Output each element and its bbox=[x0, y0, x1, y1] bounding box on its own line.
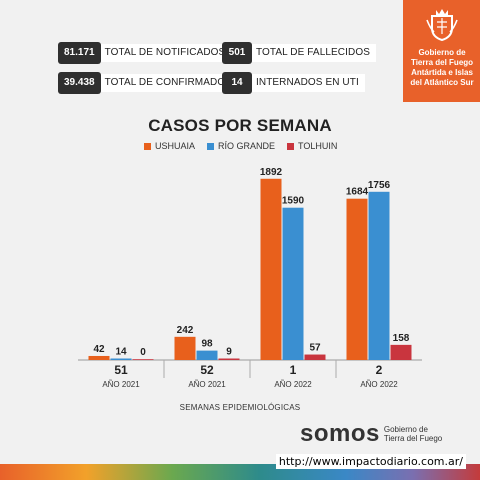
data-label: 1684 bbox=[346, 187, 369, 198]
bar bbox=[304, 354, 326, 360]
stat-label: INTERNADOS EN UTI bbox=[252, 74, 365, 92]
chart-title: CASOS POR SEMANA bbox=[148, 116, 332, 135]
x-tick-year: AÑO 2022 bbox=[360, 380, 398, 389]
stat-value: 501 bbox=[222, 42, 252, 64]
stat-uti: 14 INTERNADOS EN UTI bbox=[222, 72, 365, 94]
bar bbox=[282, 207, 304, 360]
x-tick-week: 2 bbox=[376, 363, 383, 377]
stat-fallecidos: 501 TOTAL DE FALLECIDOS bbox=[222, 42, 376, 64]
bar bbox=[196, 350, 218, 360]
x-tick-week: 1 bbox=[290, 363, 297, 377]
bar bbox=[110, 358, 132, 360]
data-label: 14 bbox=[115, 347, 127, 358]
legend-item-ushuaia: USHUAIA bbox=[144, 141, 195, 151]
x-tick-year: AÑO 2022 bbox=[274, 380, 312, 389]
data-label: 158 bbox=[393, 333, 410, 344]
data-label: 242 bbox=[177, 325, 194, 336]
x-tick-year: AÑO 2021 bbox=[102, 380, 140, 389]
bar bbox=[218, 358, 240, 360]
x-tick-year: AÑO 2021 bbox=[188, 380, 226, 389]
legend-swatch bbox=[144, 142, 151, 150]
data-label: 9 bbox=[226, 347, 232, 358]
stat-value: 39.438 bbox=[58, 72, 101, 94]
chart-legend: USHUAIA RÍO GRANDE TOLHUIN bbox=[144, 141, 337, 151]
coat-of-arms-icon bbox=[426, 9, 458, 42]
stat-value: 81.171 bbox=[58, 42, 101, 64]
stat-label: TOTAL DE FALLECIDOS bbox=[252, 44, 376, 62]
data-label: 42 bbox=[93, 344, 105, 355]
somos-logo: somos Gobierno de Tierra del Fuego bbox=[300, 420, 442, 448]
bar bbox=[390, 344, 412, 360]
bar bbox=[174, 336, 196, 360]
data-label: 1892 bbox=[260, 167, 283, 178]
x-tick-week: 51 bbox=[114, 363, 128, 377]
government-name: Gobierno de Tierra del Fuego Antártida e… bbox=[410, 48, 474, 87]
somos-subtitle: Gobierno de Tierra del Fuego bbox=[383, 425, 443, 443]
bar bbox=[346, 198, 368, 360]
data-label: 1756 bbox=[368, 180, 391, 191]
stat-label: TOTAL DE CONFIRMADOS bbox=[100, 74, 238, 92]
somos-wordmark: somos bbox=[300, 420, 380, 447]
data-label: 0 bbox=[140, 347, 146, 358]
legend-swatch bbox=[207, 142, 215, 150]
stat-confirmados: 39.438 TOTAL DE CONFIRMADOS bbox=[58, 72, 238, 94]
government-badge: Gobierno de Tierra del Fuego Antártida e… bbox=[403, 0, 480, 102]
data-label: 1590 bbox=[282, 196, 305, 207]
x-tick-week: 52 bbox=[200, 363, 214, 377]
data-label: 98 bbox=[201, 339, 213, 350]
x-axis-label: SEMANAS EPIDEMIOLÓGICAS bbox=[179, 403, 301, 412]
bar bbox=[368, 191, 390, 360]
stat-value: 14 bbox=[222, 72, 252, 94]
legend-swatch bbox=[287, 142, 295, 150]
legend-item-tolhuin: TOLHUIN bbox=[287, 141, 337, 151]
bar bbox=[260, 178, 282, 360]
source-url: http://www.impactodiario.com.ar/ bbox=[275, 454, 466, 469]
data-label: 57 bbox=[309, 343, 321, 354]
stat-notificados: 81.171 TOTAL DE NOTIFICADOS bbox=[58, 42, 232, 64]
bar bbox=[88, 355, 110, 360]
bar bbox=[132, 359, 154, 360]
stat-label: TOTAL DE NOTIFICADOS bbox=[100, 44, 232, 62]
legend-item-rio-grande: RÍO GRANDE bbox=[207, 141, 275, 151]
